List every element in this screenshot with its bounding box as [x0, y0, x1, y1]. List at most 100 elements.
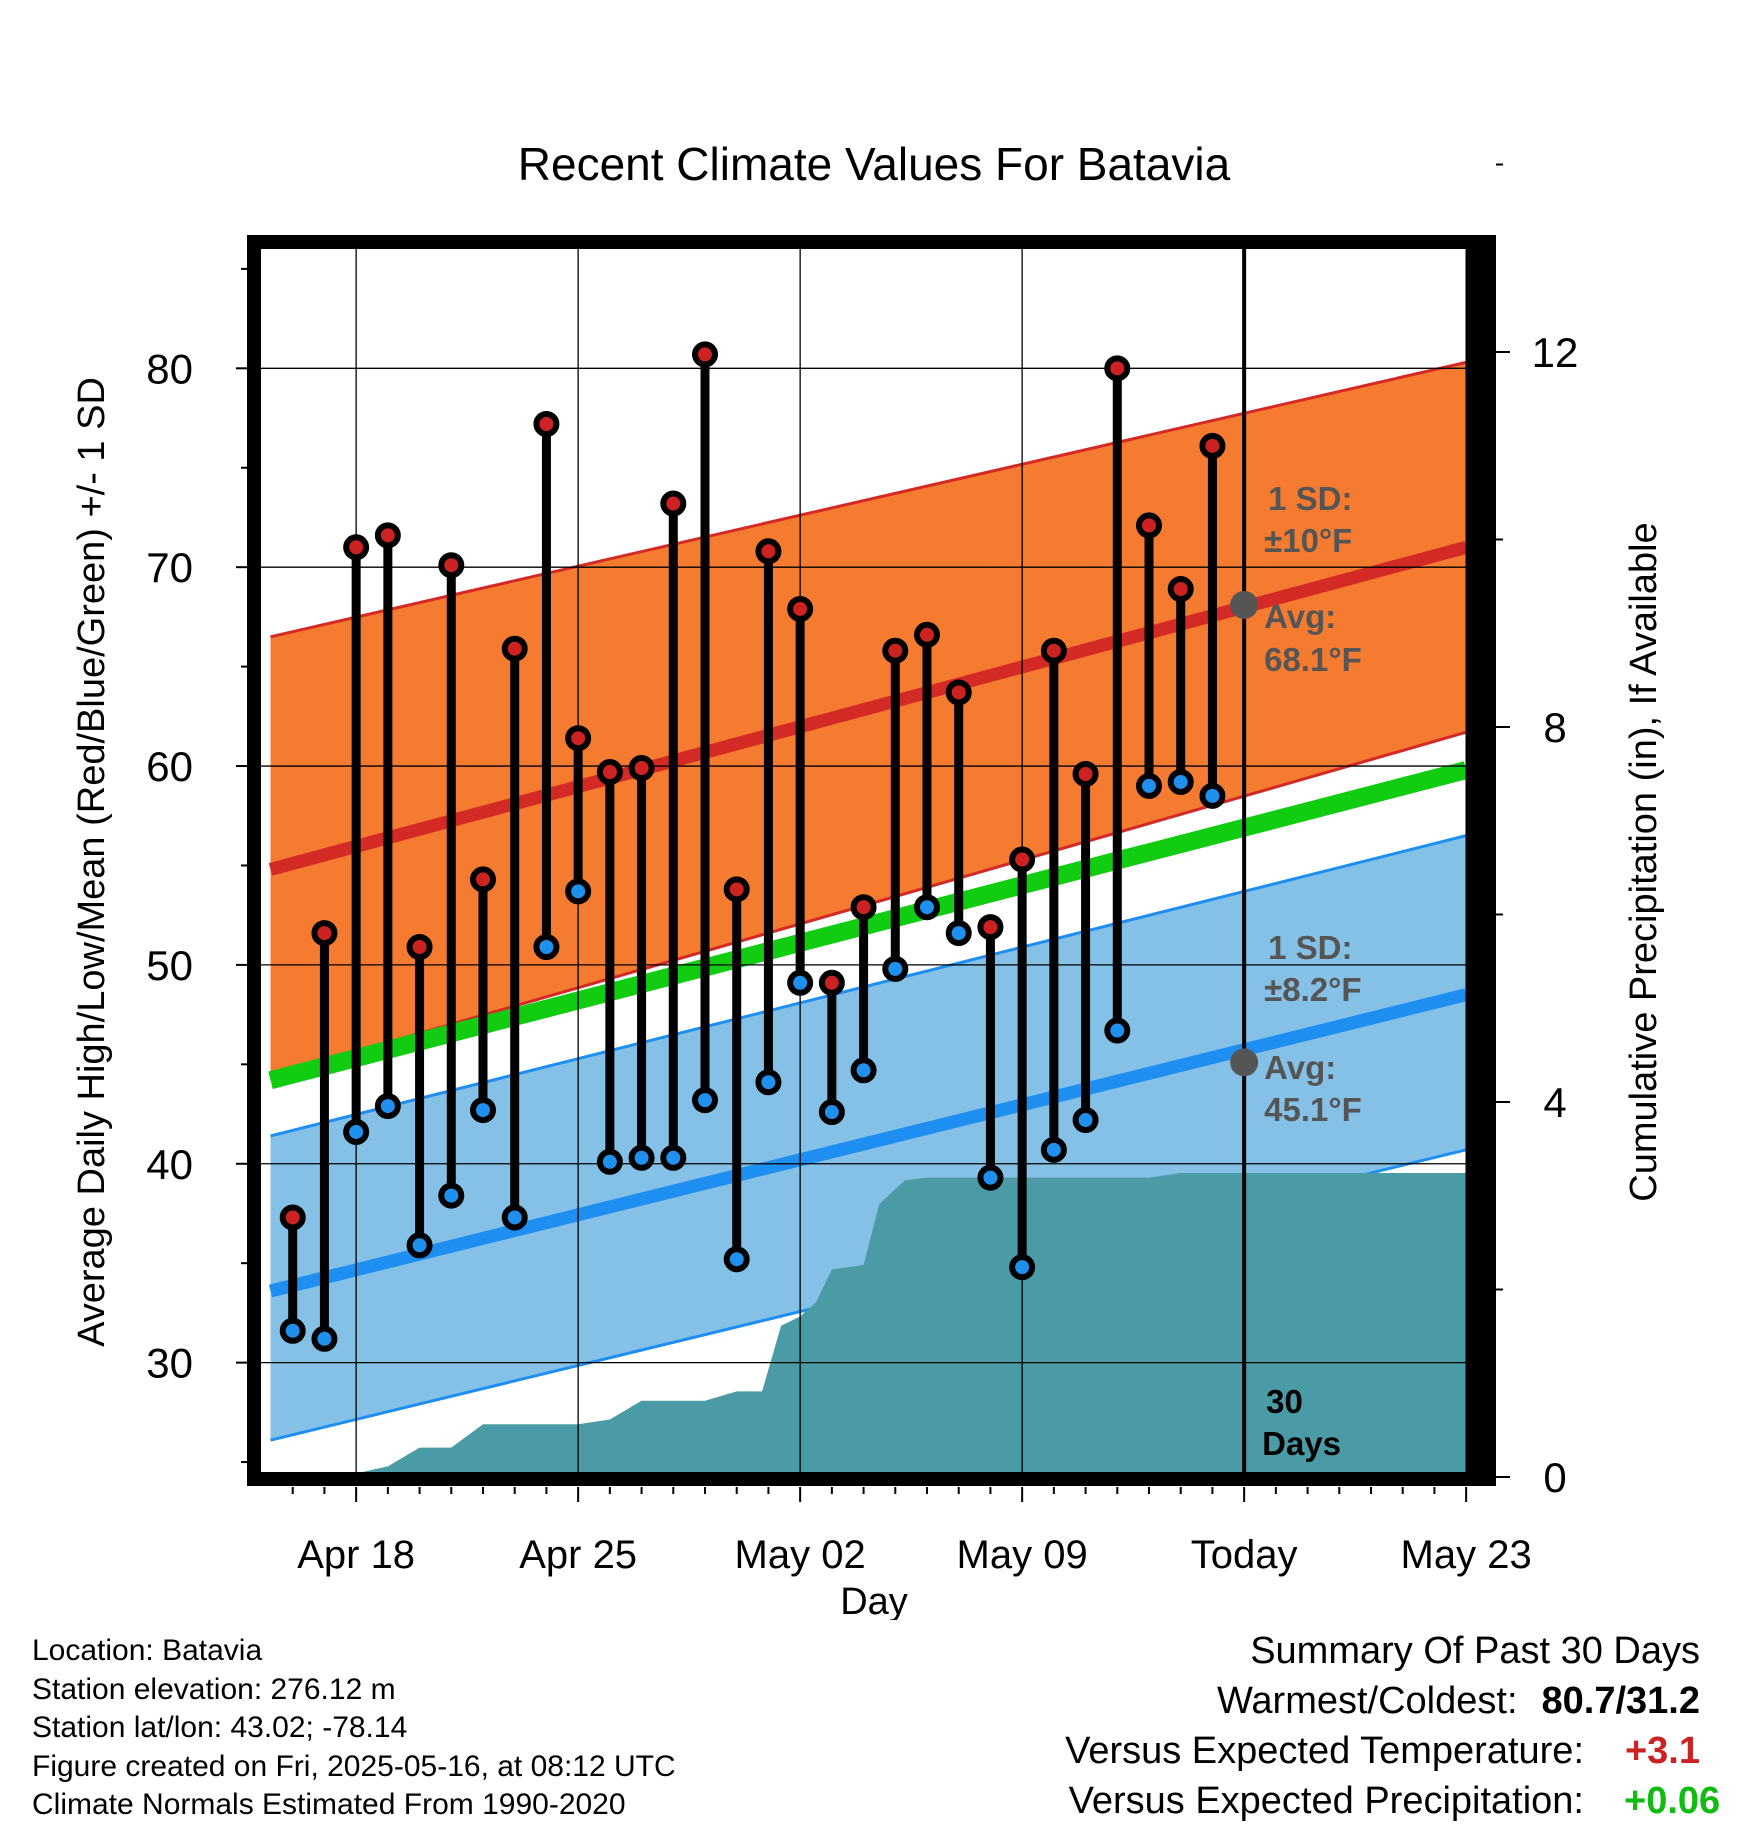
avg-mean-line [268, 761, 1469, 1089]
y-axis-label-left: Average Daily High/Low/Mean (Red/Blue/Gr… [71, 377, 113, 1347]
high-sd-label: 1 SD: [1268, 480, 1352, 517]
precip-departure-row: Versus Expected Precipitation: +0.06 [1065, 1776, 1721, 1826]
daily-low-point [565, 878, 592, 905]
high-avg-label: Avg: [1264, 598, 1336, 635]
y-axis-label-right: Cumulative Precipitation (in), If Availa… [1623, 522, 1665, 1201]
low-avg-value: 45.1°F [1264, 1091, 1362, 1128]
y2-tick-label: 8 [1543, 704, 1566, 751]
daily-high-point [818, 969, 845, 996]
daily-low-point [1199, 782, 1226, 809]
daily-high-point [470, 866, 496, 893]
daily-high-point [723, 876, 750, 903]
high-sd-upper-edge [270, 360, 1467, 639]
daily-low-point [438, 1182, 465, 1209]
daily-low-point [628, 1144, 655, 1171]
daily-high-point [374, 522, 401, 549]
elevation-text: Station elevation: 276.12 m [32, 1672, 396, 1706]
normals-text: Climate Normals Estimated From 1990-2020 [32, 1788, 626, 1821]
x-tick-label: May 09 [957, 1533, 1088, 1577]
today-avg-high-marker [1230, 590, 1259, 619]
x-tick-label: Apr 25 [519, 1533, 637, 1577]
x-tick-label: May 02 [735, 1533, 866, 1577]
daily-low-point [596, 1148, 623, 1175]
daily-low-point [755, 1069, 782, 1096]
precip-departure-value: +0.06 [1624, 1780, 1721, 1822]
temp-departure-value: +3.1 [1624, 1730, 1700, 1772]
low-avg-label: Avg: [1264, 1049, 1336, 1086]
low-sd-value: ±8.2°F [1264, 971, 1361, 1008]
high-sd-value: ±10°F [1264, 522, 1352, 559]
warm-cold-label: Warmest/Coldest: [1216, 1680, 1518, 1722]
daily-high-point [660, 490, 687, 517]
daily-high-point [501, 635, 528, 662]
daily-high-point [1072, 760, 1099, 787]
warm-cold-value: 80.7/31.2 [1541, 1680, 1700, 1722]
daily-high-point [1199, 432, 1226, 459]
location-text: Location: Batavia [32, 1634, 263, 1667]
daily-low-point [914, 894, 940, 921]
daily-high-point [311, 920, 338, 947]
daily-low-point [660, 1144, 687, 1171]
precipitation-area [270, 1172, 1467, 1472]
daily-high-point [279, 1204, 306, 1231]
daily-low-point [723, 1246, 750, 1273]
daily-high-point [692, 341, 718, 368]
daily-high-point [438, 552, 465, 579]
y-tick-label: 60 [146, 743, 193, 790]
daily-high-point [1167, 576, 1194, 603]
daily-high-point [787, 595, 814, 622]
avg-low-line [268, 988, 1468, 1298]
y2-tick-label: 0 [1543, 1454, 1566, 1501]
x-axis-label: Day [840, 1581, 908, 1620]
temp-departure-label: Versus Expected Temperature: [1065, 1730, 1584, 1772]
climate-chart: Recent Climate Values For Batavia 1 SD: ±… [71, 138, 1665, 1620]
y-tick-label: 50 [146, 942, 193, 989]
latlon-text: Station lat/lon: 43.02; -78.14 [32, 1711, 408, 1744]
y-tick-label: 80 [146, 345, 193, 392]
y-tick-label: 70 [146, 544, 193, 591]
daily-low-point [1104, 1017, 1131, 1044]
summary-heading: Summary Of Past 30 Days [1250, 1630, 1700, 1672]
daily-high-point [1136, 512, 1162, 539]
low-sd-label: 1 SD: [1268, 929, 1352, 966]
daily-high-point [533, 410, 560, 437]
plot-area: 1 SD: ±10°F Avg: 68.1°F 1 SD: ±8.2°F Avg: 45.1°… [146, 163, 1579, 1577]
y-tick-label: 40 [146, 1141, 193, 1188]
daily-low-point [1136, 772, 1162, 799]
daily-low-point [406, 1232, 433, 1259]
avg-high-line [268, 541, 1468, 876]
daily-high-point [850, 894, 877, 921]
plot-frame [247, 235, 1496, 1486]
x-tick-label: Today [1191, 1533, 1298, 1577]
daily-low-point [818, 1099, 845, 1126]
daily-high-point [1040, 637, 1067, 664]
daily-high-point [914, 621, 940, 648]
daily-low-point [882, 955, 909, 982]
daily-low-point [374, 1093, 401, 1120]
precip-departure-label: Versus Expected Precipitation: [1068, 1780, 1584, 1822]
y2-tick-label: 4 [1543, 1079, 1566, 1126]
daily-low-point [1072, 1107, 1099, 1134]
daily-high-point [565, 725, 592, 752]
daily-low-point [501, 1204, 528, 1231]
chart-title: Recent Climate Values For Batavia [518, 138, 1231, 190]
daily-low-point [787, 969, 814, 996]
warm-cold-row: Warmest/Coldest: 80.7/31.2 [1065, 1676, 1700, 1726]
window-days-label: Days [1262, 1425, 1341, 1462]
daily-high-point [406, 934, 433, 961]
daily-high-point [628, 755, 655, 782]
daily-low-point [977, 1164, 1004, 1191]
daily-high-point [882, 637, 909, 664]
daily-high-point [755, 538, 782, 565]
daily-low-point [533, 934, 560, 961]
x-tick-label: May 23 [1401, 1533, 1532, 1577]
window-number: 30 [1266, 1383, 1303, 1420]
y2-tick-label: 12 [1532, 329, 1579, 376]
temp-departure-row: Versus Expected Temperature: +3.1 [1065, 1726, 1700, 1776]
daily-low-point [945, 920, 972, 947]
daily-high-point [343, 534, 370, 561]
daily-high-point [1009, 846, 1036, 873]
y-tick-label: 30 [146, 1340, 193, 1387]
low-sd-upper-edge [270, 834, 1467, 1138]
daily-low-point [1040, 1136, 1067, 1163]
